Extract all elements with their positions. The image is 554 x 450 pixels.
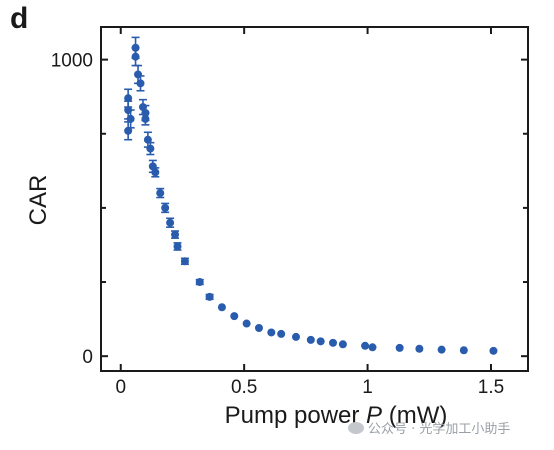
data-point: [230, 312, 239, 321]
data-point: [329, 338, 338, 347]
data-point: [415, 344, 424, 353]
data-point: [437, 345, 446, 354]
data-point: [136, 79, 145, 88]
data-point: [124, 126, 133, 135]
x-tick-label: 1.5: [478, 377, 504, 398]
data-point: [368, 343, 377, 352]
data-point: [489, 346, 498, 355]
data-point: [166, 218, 175, 227]
data-point: [131, 52, 140, 61]
watermark: 公众号 · 光学加工小助手: [348, 418, 510, 437]
y-tick-label: 1000: [51, 51, 93, 72]
x-axis-label: Pump power P (mW): [225, 402, 448, 429]
axis-ticks: [101, 27, 528, 371]
tick-labels: 0 0.5 1 1.5 0 1000: [51, 51, 504, 398]
data-point: [131, 43, 140, 52]
data-point: [338, 340, 347, 349]
data-point: [124, 106, 133, 115]
data-point: [254, 324, 263, 332]
data-point: [141, 109, 150, 117]
data-point: [124, 94, 133, 103]
data-point: [161, 203, 170, 212]
y-tick-label: 0: [82, 347, 93, 368]
x-tick-label: 0.5: [231, 377, 257, 398]
x-tick-label: 0: [115, 377, 126, 398]
data-point: [242, 319, 251, 328]
data-points: [124, 43, 498, 355]
data-point: [306, 335, 315, 344]
plot-frame: [100, 26, 529, 372]
data-point: [395, 343, 404, 352]
data-point: [126, 114, 135, 123]
data-point: [217, 303, 226, 312]
data-point: [146, 144, 155, 153]
x-tick-label: 1: [362, 377, 373, 398]
watermark-text: 公众号 · 光学加工小助手: [368, 422, 511, 437]
data-point: [180, 257, 189, 266]
data-point: [143, 135, 152, 144]
data-point: [459, 346, 468, 355]
data-point: [277, 329, 286, 338]
data-point: [151, 168, 160, 177]
data-point: [173, 242, 182, 251]
data-point: [267, 328, 276, 337]
data-point: [316, 337, 325, 346]
data-point: [171, 230, 180, 239]
data-point: [195, 278, 204, 287]
x-axis-label-variable: P: [366, 402, 382, 429]
wechat-icon: [348, 421, 364, 434]
data-point: [361, 341, 370, 350]
x-axis-label-unit: (mW): [382, 402, 447, 429]
x-axis-label-text: Pump power: [225, 402, 366, 429]
data-point: [134, 70, 143, 79]
data-point: [205, 292, 214, 301]
panel-label: d: [10, 2, 29, 35]
y-axis-label: CAR: [25, 175, 52, 226]
data-point: [156, 189, 165, 198]
data-point: [291, 332, 300, 341]
data-point: [141, 114, 150, 123]
